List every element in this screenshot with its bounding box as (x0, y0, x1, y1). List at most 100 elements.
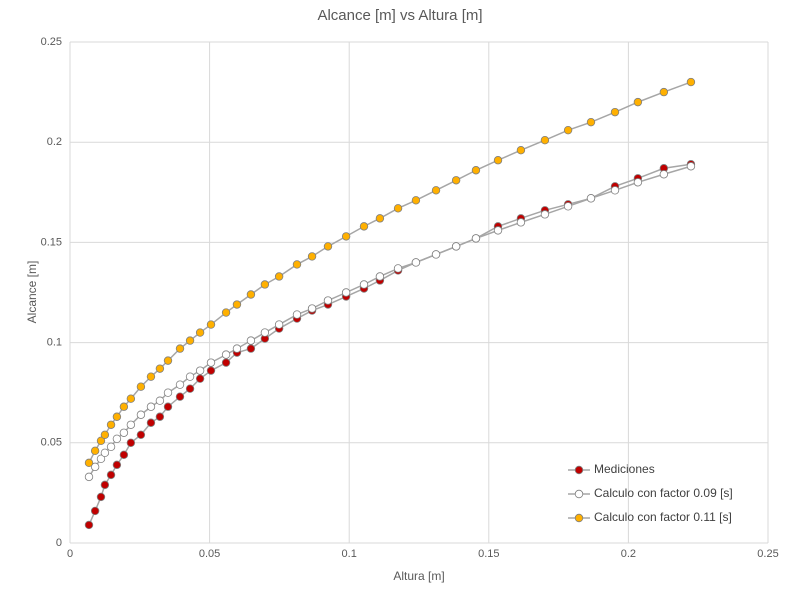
data-point (100, 430, 110, 439)
data-point (146, 402, 156, 411)
data-point (359, 280, 369, 289)
x-tick-label: 0.05 (199, 548, 220, 560)
data-point (106, 420, 116, 429)
data-point (246, 344, 256, 353)
data-point (686, 77, 696, 87)
data-point (232, 300, 242, 309)
data-point (84, 520, 94, 530)
data-point (393, 204, 403, 213)
chart-title: Alcance [m] vs Altura [m] (317, 7, 482, 24)
data-point (90, 462, 100, 472)
data-point (221, 350, 231, 359)
data-point (185, 336, 195, 345)
data-point (610, 186, 620, 195)
y-tick-label: 0.05 (41, 437, 62, 449)
x-tick-label: 0.1 (342, 548, 357, 560)
x-tick-label: 0.15 (478, 548, 499, 560)
data-point (633, 97, 643, 107)
data-point (393, 264, 403, 273)
data-point (155, 364, 165, 373)
data-point (375, 272, 385, 281)
data-point (221, 308, 231, 317)
data-point (206, 320, 216, 329)
data-point (375, 214, 385, 223)
legend-label: Calculo con factor 0.09 [s] (594, 486, 733, 500)
data-point (246, 336, 256, 345)
data-point (471, 166, 481, 175)
legend-marker (574, 489, 584, 499)
data-point (221, 358, 231, 367)
data-point (292, 310, 302, 319)
data-point (136, 410, 146, 419)
data-point (119, 450, 129, 460)
data-point (119, 402, 129, 411)
data-point (126, 438, 136, 447)
data-point (431, 250, 441, 259)
data-point (175, 392, 185, 401)
legend-marker (574, 465, 584, 475)
data-point (659, 87, 669, 97)
data-point (146, 418, 156, 427)
data-point (195, 374, 205, 383)
data-point (126, 420, 136, 429)
data-point (206, 358, 216, 367)
data-point (431, 186, 441, 195)
data-point (232, 344, 242, 353)
data-point (686, 162, 696, 171)
y-tick-label: 0.2 (47, 136, 62, 148)
data-point (451, 242, 461, 251)
data-point (586, 117, 596, 127)
data-point (307, 304, 317, 313)
data-point (411, 196, 421, 205)
data-point (260, 280, 270, 289)
data-point (96, 436, 106, 445)
data-point (136, 382, 146, 391)
data-point (163, 402, 173, 411)
data-point (633, 178, 643, 187)
data-point (90, 446, 100, 456)
data-point (586, 194, 596, 203)
data-point (96, 492, 106, 502)
x-tick-label: 0.2 (621, 548, 636, 560)
data-point (96, 454, 106, 464)
x-tick-label: 0.25 (757, 548, 778, 560)
data-point (163, 388, 173, 397)
data-point (516, 218, 526, 227)
legend-label: Mediciones (594, 462, 655, 476)
data-point (112, 434, 122, 443)
data-point (175, 344, 185, 353)
data-point (610, 107, 620, 117)
data-point (493, 156, 503, 165)
y-axis-title: Alcance [m] (25, 261, 39, 324)
legend-marker (574, 513, 584, 523)
data-point (659, 170, 669, 179)
data-point (100, 448, 110, 458)
data-point (323, 242, 333, 251)
data-point (292, 260, 302, 269)
data-point (411, 258, 421, 267)
data-point (540, 135, 550, 145)
data-point (185, 384, 195, 393)
data-point (563, 202, 573, 211)
data-point (540, 210, 550, 219)
x-tick-label: 0 (67, 548, 73, 560)
data-point (516, 146, 526, 155)
data-point (106, 442, 116, 452)
data-point (563, 125, 573, 135)
data-point (307, 252, 317, 261)
data-point (341, 232, 351, 241)
data-point (206, 366, 216, 375)
data-point (100, 480, 110, 490)
data-point (246, 290, 256, 299)
data-point (274, 272, 284, 281)
data-point (136, 430, 146, 439)
y-tick-label: 0 (56, 537, 62, 549)
data-point (323, 296, 333, 305)
data-point (84, 458, 94, 468)
data-point (119, 428, 129, 437)
y-tick-label: 0.15 (41, 236, 62, 248)
data-point (195, 328, 205, 337)
data-point (471, 234, 481, 243)
data-point (163, 356, 173, 365)
